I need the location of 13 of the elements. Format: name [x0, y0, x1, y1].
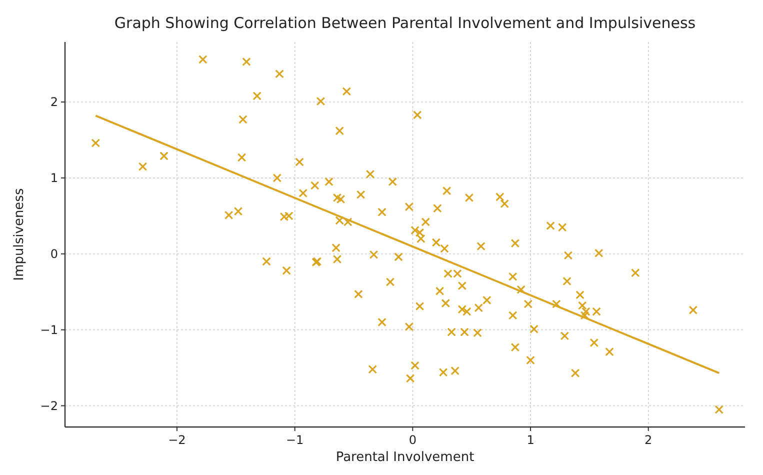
y-tick-label: −2 — [40, 398, 58, 413]
x-tick-label: 1 — [526, 433, 534, 447]
x-tick-label: −1 — [286, 433, 304, 447]
x-tick-label: 0 — [408, 433, 416, 447]
x-tick-label: −2 — [168, 433, 186, 447]
x-axis-title: Parental Involvement — [336, 450, 474, 465]
y-tick-label: −1 — [40, 323, 58, 337]
x-tick-label: 2 — [644, 433, 652, 447]
y-tick-label: 2 — [50, 95, 58, 110]
chart-title: Graph Showing Correlation Between Parental Involvement and Impulsiveness — [114, 14, 696, 32]
y-axis-title: Impulsiveness — [12, 188, 27, 281]
y-tick-label: 0 — [50, 247, 58, 262]
y-tick-label: 1 — [50, 171, 58, 186]
